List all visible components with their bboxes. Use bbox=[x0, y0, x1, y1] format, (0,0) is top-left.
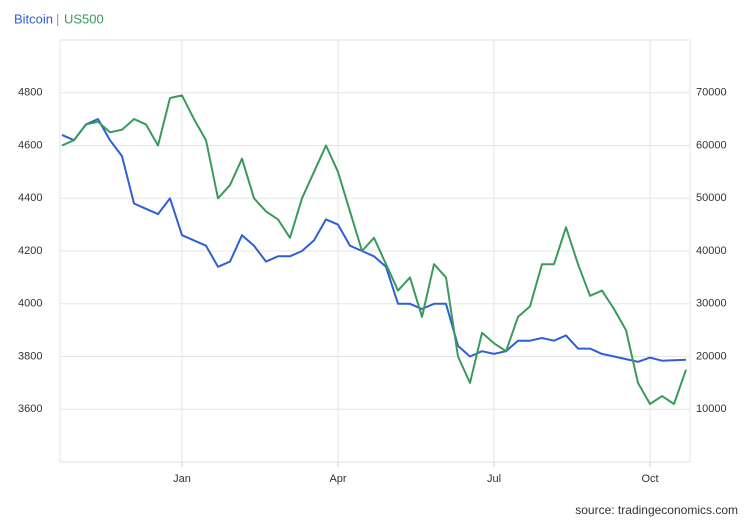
series-line bbox=[61, 94, 687, 405]
y2-tick-label: 10000 bbox=[696, 403, 727, 415]
legend-entry: Bitcoin bbox=[14, 11, 53, 26]
x-tick-label: Jul bbox=[487, 473, 501, 485]
y-tick-label: 4200 bbox=[18, 245, 42, 257]
y2-tick-label: 50000 bbox=[696, 192, 727, 204]
y-tick-label: 4800 bbox=[18, 87, 42, 99]
y2-tick-label: 20000 bbox=[696, 350, 727, 362]
legend-entry: US500 bbox=[64, 11, 104, 26]
y-tick-label: 3600 bbox=[18, 403, 42, 415]
y-tick-label: 4000 bbox=[18, 298, 42, 310]
y-tick-label: 4600 bbox=[18, 139, 42, 151]
series-line bbox=[61, 118, 687, 363]
source: source: tradingeconomics.com bbox=[575, 503, 738, 517]
y2-tick-label: 30000 bbox=[696, 298, 727, 310]
y-tick-label: 3800 bbox=[18, 350, 42, 362]
y2-tick-label: 70000 bbox=[696, 87, 727, 99]
x-tick-label: Apr bbox=[329, 473, 346, 485]
x-tick-label: Jan bbox=[173, 473, 191, 485]
legend-separator: | bbox=[56, 11, 59, 26]
y2-tick-label: 60000 bbox=[696, 139, 727, 151]
x-tick-label: Oct bbox=[641, 473, 658, 485]
y-tick-label: 4400 bbox=[18, 192, 42, 204]
y2-tick-label: 40000 bbox=[696, 245, 727, 257]
